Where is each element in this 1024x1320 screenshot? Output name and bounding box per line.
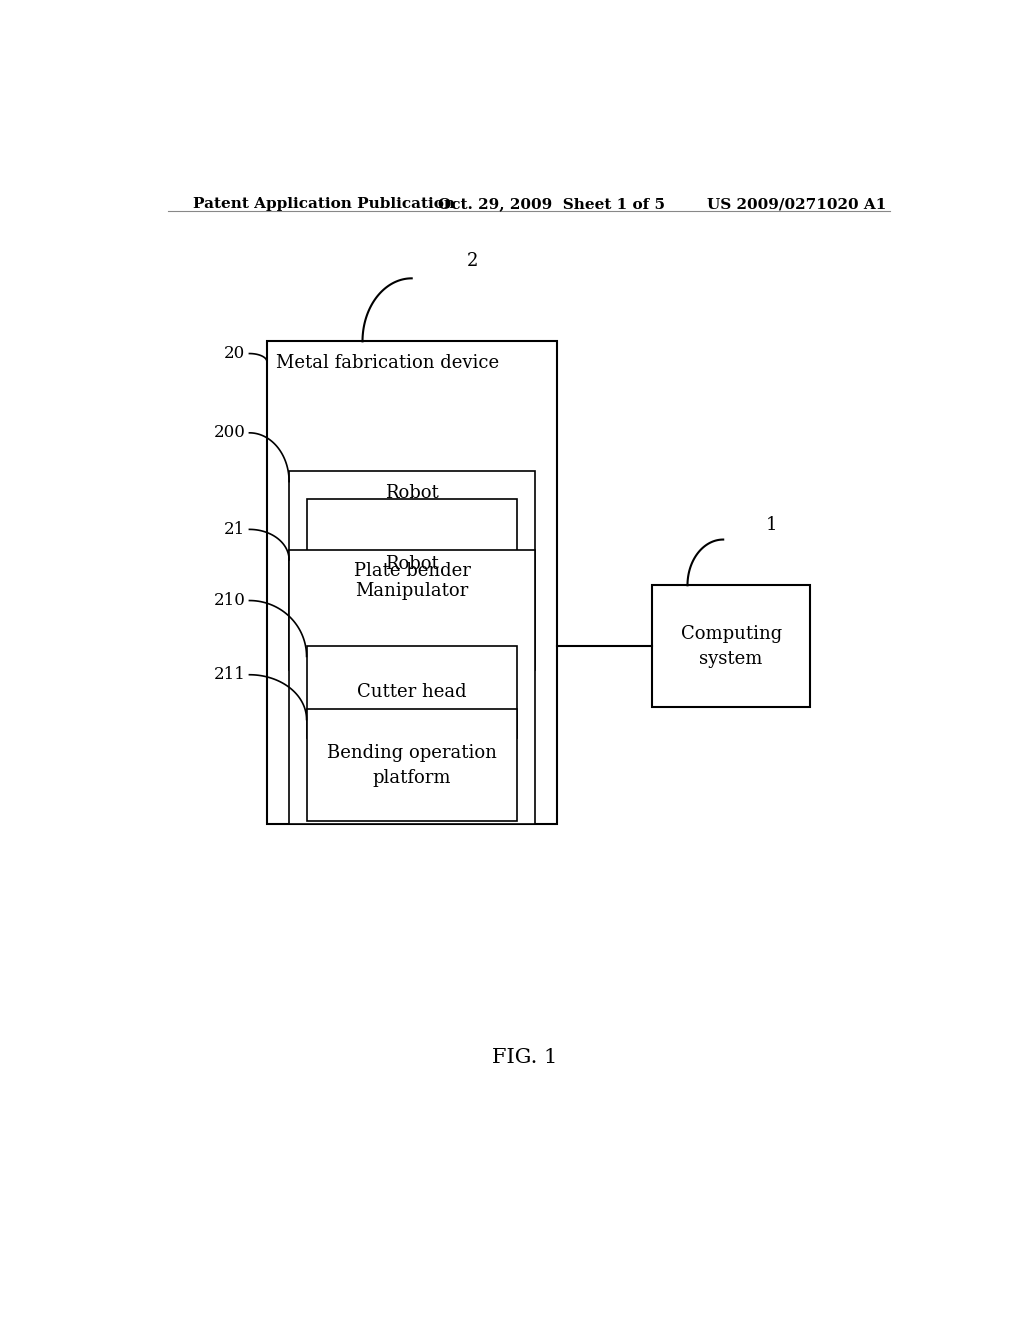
- Text: FIG. 1: FIG. 1: [493, 1048, 557, 1068]
- Bar: [652, 585, 811, 708]
- Bar: [306, 647, 517, 738]
- Text: 211: 211: [214, 667, 246, 684]
- Bar: [289, 549, 536, 824]
- Text: Oct. 29, 2009  Sheet 1 of 5: Oct. 29, 2009 Sheet 1 of 5: [437, 197, 665, 211]
- Text: 200: 200: [214, 424, 246, 441]
- Text: Robot
Manipulator: Robot Manipulator: [355, 556, 468, 599]
- Text: Robot: Robot: [385, 483, 439, 502]
- Text: Metal fabrication device: Metal fabrication device: [276, 354, 500, 371]
- Bar: [306, 709, 517, 821]
- Text: 1: 1: [765, 516, 777, 535]
- Bar: [306, 499, 517, 656]
- Bar: [267, 342, 557, 824]
- Text: 210: 210: [214, 593, 246, 609]
- Text: Bending operation
platform: Bending operation platform: [327, 743, 497, 787]
- Text: Cutter head: Cutter head: [357, 682, 467, 701]
- Text: 21: 21: [224, 521, 246, 537]
- Text: 20: 20: [224, 345, 246, 362]
- Text: Plate bender: Plate bender: [353, 562, 471, 579]
- Text: Patent Application Publication: Patent Application Publication: [194, 197, 455, 211]
- Bar: [289, 471, 536, 669]
- Text: Computing
system: Computing system: [681, 624, 781, 668]
- Text: 2: 2: [467, 252, 478, 271]
- Text: US 2009/0271020 A1: US 2009/0271020 A1: [708, 197, 887, 211]
